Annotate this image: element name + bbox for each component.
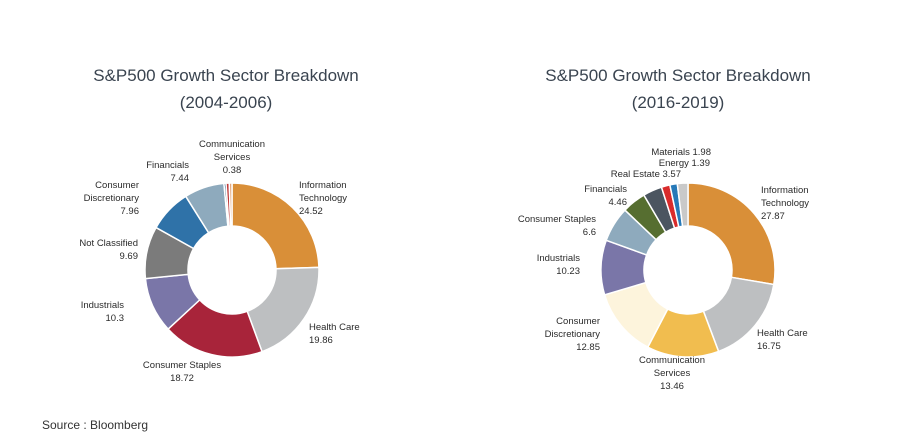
donut-chart-2016-2019: S&P500 Growth Sector Breakdown (2016-201… — [452, 0, 904, 420]
data-label-information: Information Technology 24.52 — [299, 180, 347, 217]
data-label-health-care: Health Care 19.86 — [309, 322, 360, 346]
chart-title-period: (2016-2019) — [631, 93, 725, 112]
data-label-energy-1-39: Energy 1.39 — [659, 158, 710, 169]
donut-svg: Information Technology 24.52 Health Care 19.… — [79, 139, 360, 384]
data-label-health-care: Health Care 16.75 — [757, 328, 808, 352]
chart-title-main: S&P500 Growth Sector Breakdown — [93, 66, 359, 85]
data-label-industrials: Industrials 10.3 — [81, 300, 125, 324]
source-note: Source : Bloomberg — [42, 418, 149, 432]
data-label-financials: Financials 7.44 — [146, 160, 189, 184]
data-label-communication: Communication Services 13.46 — [639, 355, 705, 392]
donut-svg: Information Technology 27.87 Health Care 16.… — [518, 147, 809, 392]
data-label-not-classified: Not Classified 9.69 — [79, 238, 138, 262]
data-label-consumer: Consumer Discretionary 12.85 — [545, 316, 601, 353]
data-label-consumer-staples: Consumer Staples 6.6 — [518, 214, 596, 238]
data-label-consumer: Consumer Discretionary 7.96 — [84, 180, 140, 217]
data-label-communication: Communication Services 0.38 — [199, 139, 265, 176]
data-label-consumer-staples: Consumer Staples 18.72 — [143, 360, 221, 384]
chart-title: S&P500 Growth Sector Breakdown (2016-201… — [452, 62, 904, 116]
chart-title: S&P500 Growth Sector Breakdown (2004-200… — [0, 62, 452, 116]
data-label-industrials: Industrials 10.23 — [537, 253, 581, 277]
slice-other-9 — [228, 182, 233, 227]
chart-title-main: S&P500 Growth Sector Breakdown — [545, 66, 811, 85]
data-label-materials-1-98: Materials 1.98 — [651, 147, 711, 158]
slice-information-technology-0 — [231, 182, 320, 270]
slice-materials-10 — [676, 182, 689, 228]
data-label-information: Information Technology 27.87 — [761, 185, 809, 222]
data-label-financials: Financials 4.46 — [584, 184, 627, 208]
slice-information-technology-0 — [687, 182, 776, 286]
donut-chart-2004-2006: S&P500 Growth Sector Breakdown (2004-200… — [0, 0, 452, 420]
chart-title-period: (2004-2006) — [179, 93, 273, 112]
data-label-real-estate-3-57: Real Estate 3.57 — [611, 169, 681, 180]
